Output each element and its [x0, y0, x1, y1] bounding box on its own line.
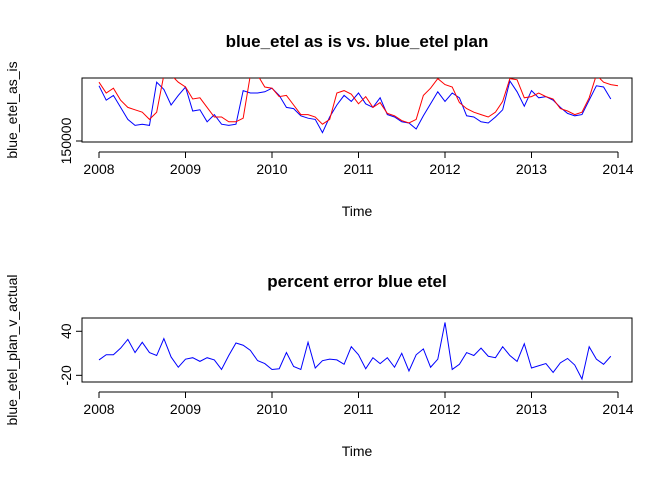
panel-bottom: percent error blue etel 2008 2009 2010 2011…: [4, 272, 634, 459]
y-axis-top: 150000: [58, 117, 82, 164]
series-line-top-0: [98, 79, 612, 134]
plot-frame-top: [81, 77, 633, 143]
x-axis-top: 2008 2009 2010 2011 2012 2013 2014: [83, 151, 634, 177]
x-tick-label-bottom-0: 2008: [83, 401, 114, 417]
series-line-bottom-0: [98, 322, 612, 381]
y-tick-label-bottom-0: 40: [58, 323, 74, 339]
x-tick-label-bottom-3: 2011: [343, 401, 373, 417]
panel-top: blue_etel as is vs. blue_etel plan 2008 2…: [4, 32, 634, 219]
x-axis-label-top: Time: [342, 203, 373, 219]
x-tick-label-top-1: 2009: [170, 161, 201, 177]
x-tick-label-top-6: 2014: [602, 161, 633, 177]
x-tick-label-top-0: 2008: [83, 161, 114, 177]
x-tick-label-bottom-5: 2013: [516, 401, 547, 417]
x-tick-label-top-2: 2010: [256, 161, 287, 177]
x-tick-label-top-5: 2013: [516, 161, 547, 177]
series-group-bottom: [98, 322, 612, 381]
y-axis-label-bottom: blue_etel_plan_v_actual: [4, 274, 20, 425]
x-tick-label-top-3: 2011: [343, 161, 373, 177]
x-tick-label-bottom-6: 2014: [602, 401, 633, 417]
series-group-top: [98, 78, 619, 134]
y-tick-label-top-0: 150000: [58, 117, 74, 164]
x-axis-bottom: 2008 2009 2010 2011 2012 2013 2014: [83, 391, 634, 417]
x-tick-label-bottom-2: 2010: [256, 401, 287, 417]
y-axis-bottom: 40 -20: [58, 323, 83, 385]
series-line-top-1: [98, 78, 619, 125]
x-tick-label-bottom-1: 2009: [170, 401, 201, 417]
y-axis-label-top: blue_etel_as_is: [4, 61, 20, 158]
plot-frame-bottom: [81, 317, 633, 383]
chart-title-bottom: percent error blue etel: [267, 272, 447, 291]
x-tick-label-bottom-4: 2012: [429, 401, 460, 417]
x-axis-label-bottom: Time: [342, 443, 373, 459]
y-tick-label-bottom-1: -20: [58, 365, 74, 385]
x-tick-label-top-4: 2012: [429, 161, 460, 177]
chart-title-top: blue_etel as is vs. blue_etel plan: [226, 32, 489, 51]
